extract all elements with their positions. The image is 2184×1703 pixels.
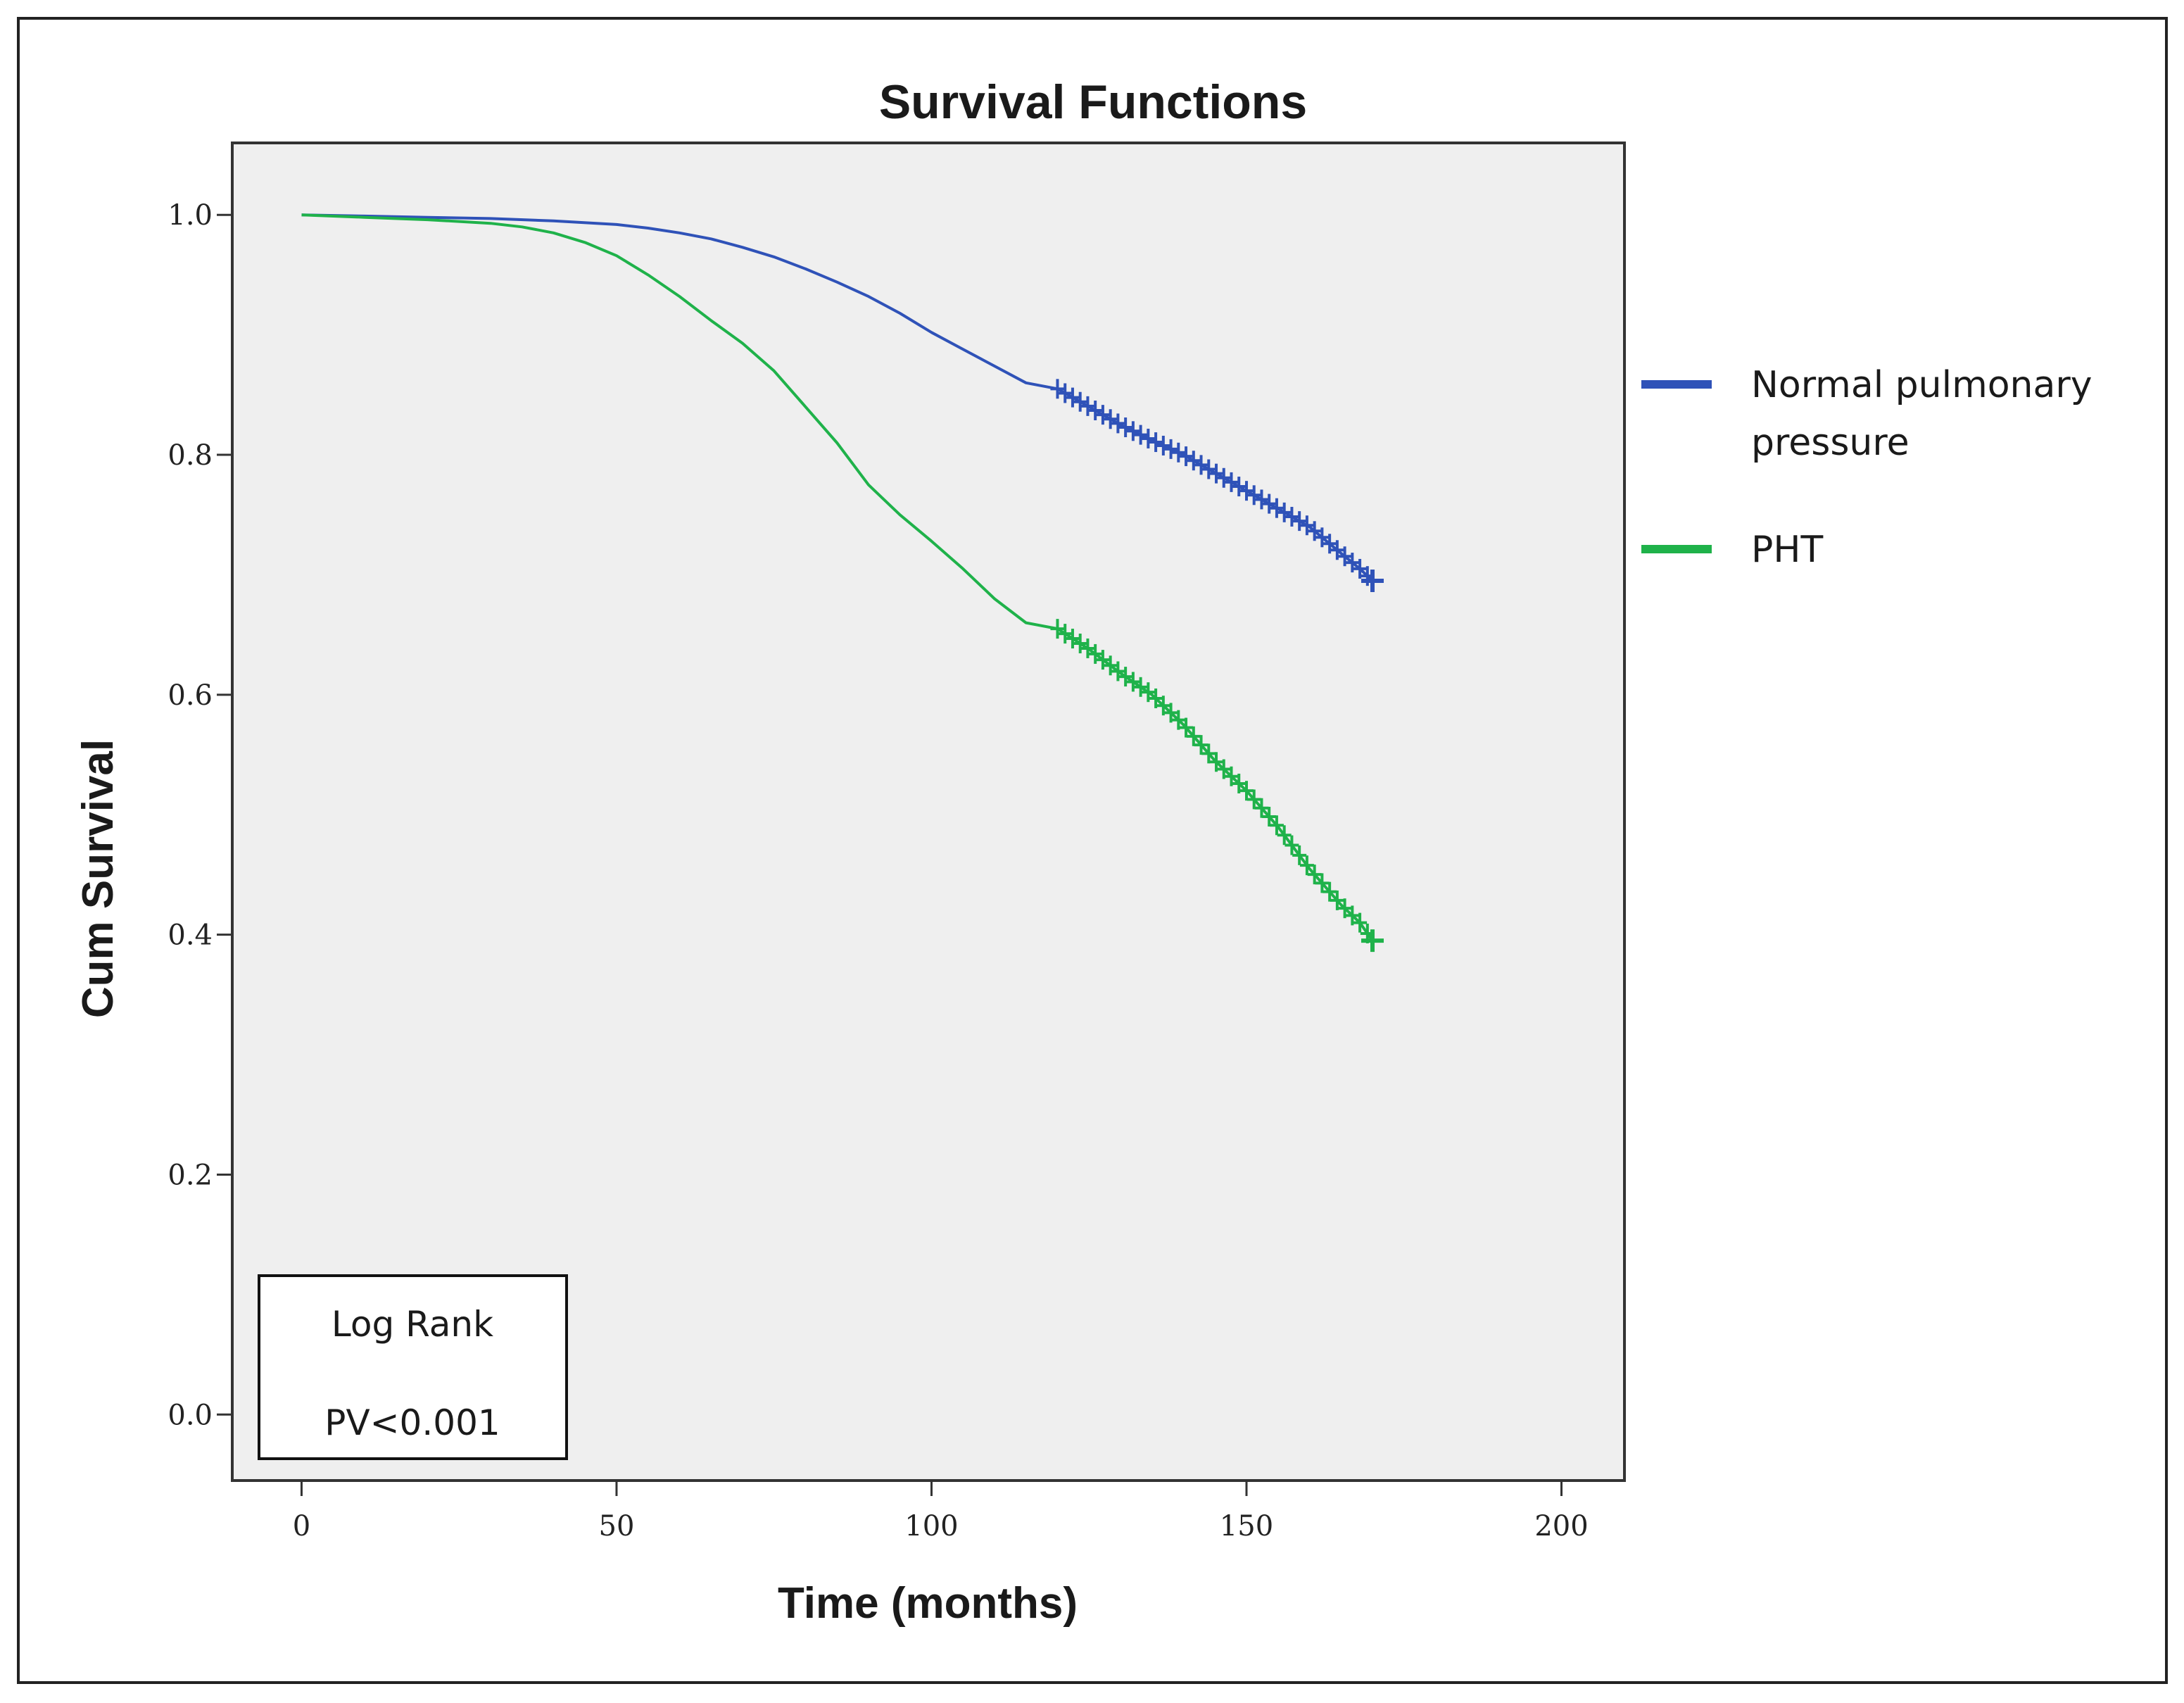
log-rank-label: Log Rank: [332, 1304, 493, 1345]
y-tick-label: 0.6: [168, 679, 213, 712]
x-axis-label: Time (months): [778, 1579, 1078, 1628]
p-value-label: PV<0.001: [324, 1402, 500, 1443]
plot-area: [231, 142, 1626, 1482]
x-tick-label: 50: [599, 1510, 635, 1542]
log-rank-box: Log Rank PV<0.001: [258, 1274, 568, 1460]
log-rank-box-frame: [258, 1274, 568, 1460]
x-tick-label: 0: [293, 1510, 310, 1542]
series-layer: [301, 213, 1384, 953]
x-tick-label: 200: [1534, 1510, 1588, 1542]
x-tick-label: 150: [1220, 1510, 1273, 1542]
legend: Normal pulmonary pressure PHT: [1641, 364, 2093, 571]
legend-label: PHT: [1751, 529, 1823, 571]
y-tick-label: 0.4: [168, 919, 213, 952]
series-line-pht: [301, 213, 1374, 942]
y-tick-label: 1.0: [168, 199, 213, 232]
legend-label: pressure: [1751, 422, 1910, 464]
y-tick-label: 0.8: [168, 439, 213, 472]
chart-title: Survival Functions: [879, 75, 1307, 129]
y-axis-label: Cum Survival: [74, 739, 122, 1018]
x-tick-label: 100: [904, 1510, 958, 1542]
x-axis: 0 50 100 150 200: [232, 1479, 1624, 1542]
y-axis: 0.0 0.2 0.4 0.6 0.8 1.0: [168, 143, 234, 1481]
y-tick-label: 0.0: [168, 1399, 213, 1431]
legend-label: Normal pulmonary: [1751, 364, 2093, 406]
y-tick-label: 0.2: [168, 1159, 213, 1191]
